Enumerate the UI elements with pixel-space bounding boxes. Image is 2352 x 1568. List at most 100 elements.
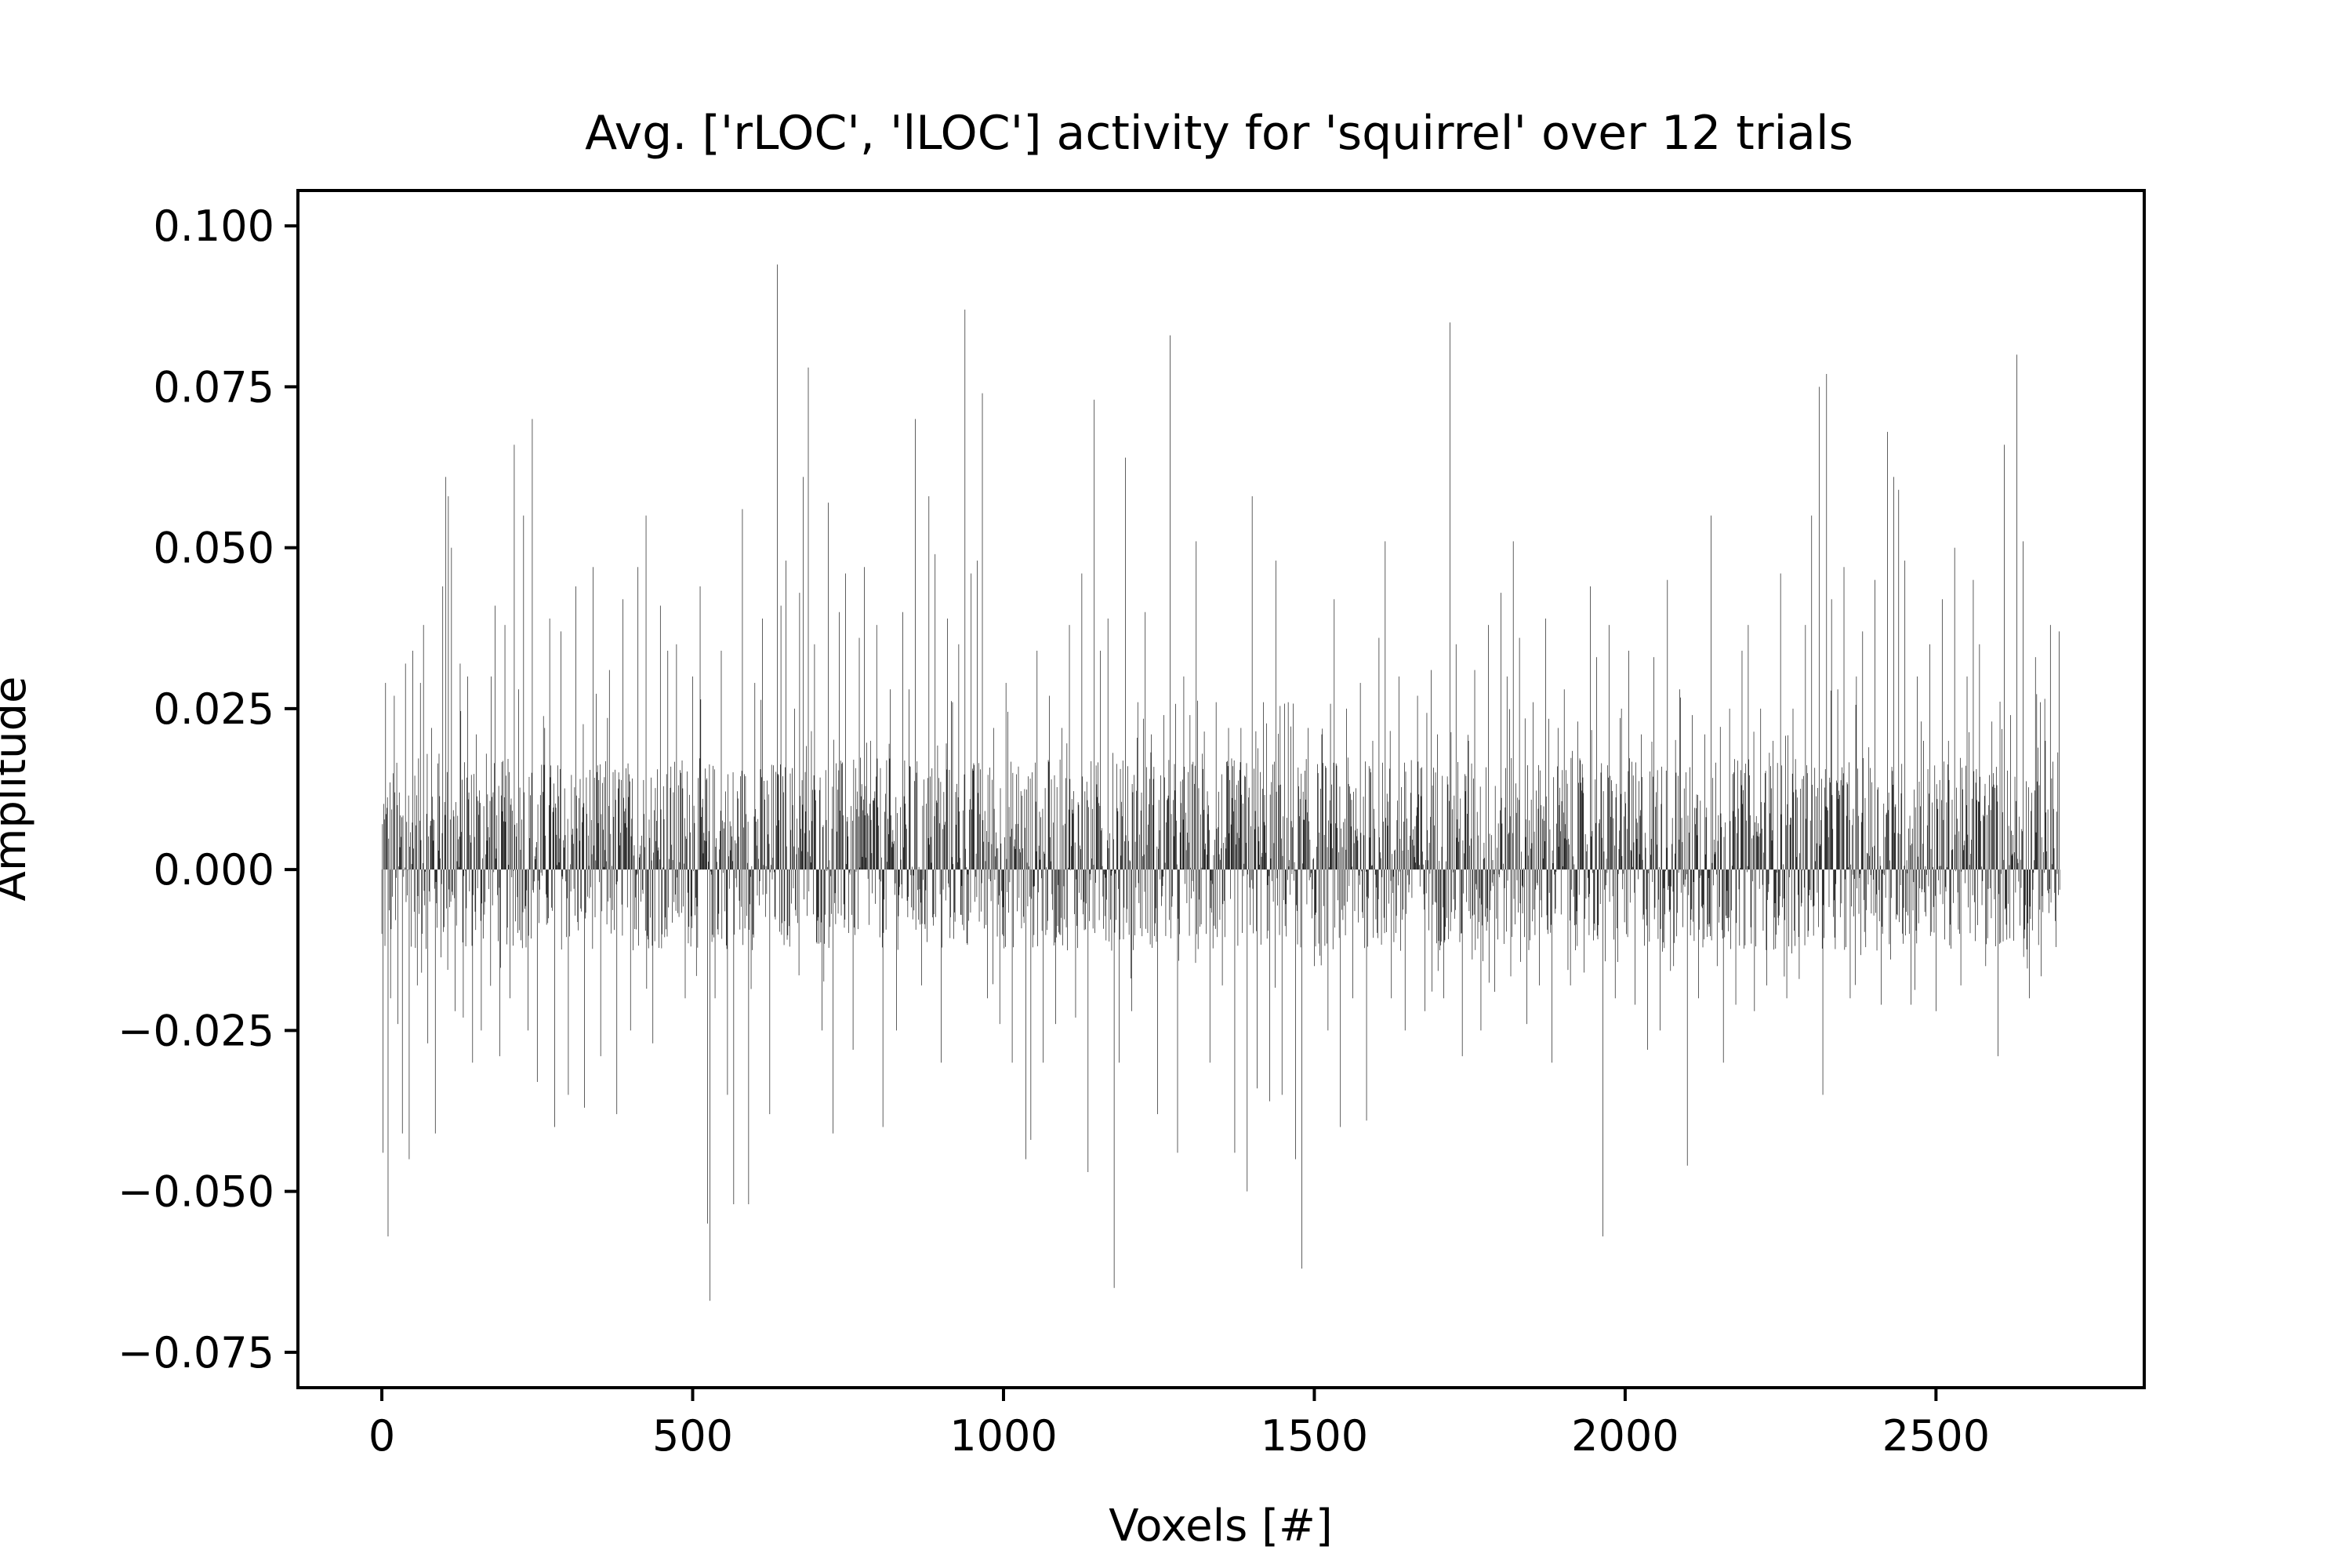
- bar: [539, 869, 540, 890]
- bar: [966, 867, 967, 870]
- bar: [1089, 869, 1091, 874]
- bar: [649, 837, 651, 870]
- bar: [916, 761, 918, 870]
- bar: [482, 869, 484, 939]
- bar: [983, 841, 984, 870]
- bar: [563, 840, 564, 870]
- bar: [1597, 869, 1599, 940]
- bar: [419, 683, 421, 870]
- bar: [1295, 869, 1296, 1160]
- bar: [1613, 869, 1614, 940]
- bar: [924, 869, 926, 929]
- bar: [1541, 869, 1542, 918]
- bar: [844, 869, 845, 928]
- bar: [1771, 840, 1773, 870]
- bar: [1824, 769, 1826, 870]
- bar: [1940, 869, 1941, 895]
- bar: [1419, 869, 1421, 887]
- bar: [855, 768, 856, 870]
- bar: [755, 808, 756, 870]
- bar: [2031, 793, 2032, 870]
- bar: [394, 695, 395, 870]
- bar: [2013, 852, 2015, 870]
- bar: [1630, 849, 1632, 870]
- bar: [1284, 703, 1285, 870]
- bar: [1909, 815, 1911, 870]
- bar: [1944, 869, 1945, 940]
- bar: [1804, 869, 1806, 946]
- bar: [1395, 849, 1396, 870]
- bar: [1391, 869, 1392, 999]
- bar: [860, 757, 861, 870]
- bar: [1816, 796, 1817, 870]
- bar: [1345, 849, 1347, 870]
- bar: [733, 869, 735, 1205]
- bar: [697, 869, 699, 948]
- bar: [707, 869, 708, 1224]
- bar: [1424, 869, 1425, 910]
- bar: [1221, 869, 1223, 985]
- bar: [494, 763, 495, 870]
- bar: [1139, 834, 1140, 870]
- bar: [873, 800, 874, 870]
- bar: [1969, 865, 1970, 870]
- bar: [644, 847, 645, 870]
- bar: [596, 693, 597, 870]
- bar: [1063, 869, 1065, 887]
- bar: [1899, 869, 1900, 923]
- bar: [1735, 869, 1737, 1005]
- bar: [810, 856, 811, 870]
- bar: [1567, 869, 1569, 971]
- bar: [1693, 869, 1695, 942]
- bar: [1755, 869, 1756, 947]
- bar: [1478, 835, 1479, 870]
- bar: [605, 861, 607, 870]
- bar: [1225, 848, 1227, 870]
- bar: [1156, 846, 1158, 870]
- bar: [1199, 869, 1200, 900]
- bar: [1752, 835, 1754, 870]
- bar: [693, 805, 695, 870]
- bar: [1332, 869, 1334, 949]
- bar: [1372, 740, 1374, 870]
- bar: [646, 869, 648, 989]
- bar: [391, 809, 393, 870]
- bar: [1872, 869, 1874, 880]
- bar: [1280, 784, 1281, 870]
- bar: [838, 770, 840, 870]
- bar: [479, 790, 480, 870]
- bar: [1331, 784, 1332, 870]
- y-tick-label: 0.000: [153, 845, 274, 895]
- bar: [1668, 869, 1670, 912]
- bar: [1780, 573, 1781, 870]
- bar: [1392, 869, 1393, 893]
- bar: [543, 764, 545, 870]
- bar: [790, 829, 792, 870]
- bar: [1589, 869, 1591, 895]
- bar: [405, 869, 407, 902]
- bar: [598, 780, 600, 870]
- bar: [1553, 777, 1555, 870]
- bar: [1987, 869, 1988, 938]
- bar: [618, 788, 619, 870]
- bar: [1908, 869, 1910, 935]
- bar: [1455, 644, 1457, 870]
- bar: [1047, 869, 1048, 921]
- bar: [815, 869, 817, 942]
- bar: [1381, 869, 1383, 877]
- bar: [1473, 779, 1474, 870]
- bar: [1245, 843, 1247, 870]
- bar: [890, 689, 891, 870]
- bar: [1769, 753, 1770, 870]
- bar: [1248, 787, 1250, 870]
- bar: [1306, 869, 1308, 905]
- bar: [2028, 787, 2029, 870]
- bar: [2028, 869, 2030, 999]
- bar: [2010, 715, 2011, 870]
- bar: [1557, 766, 1558, 870]
- bar: [1243, 869, 1244, 877]
- bar: [1821, 779, 1822, 870]
- bar: [1338, 852, 1339, 870]
- x-tick-label: 0: [368, 1411, 395, 1461]
- bar: [1573, 869, 1574, 897]
